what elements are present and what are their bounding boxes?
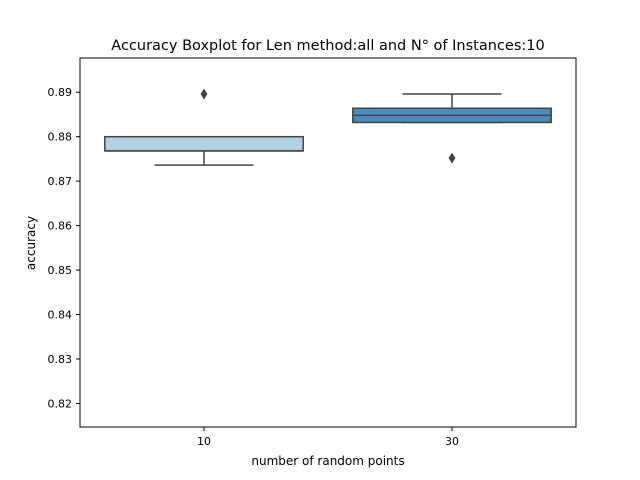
- x-tick-label: 10: [197, 435, 211, 448]
- plot-area: 0.82 0.83 0.84 0.85 0.86 0.87 0.88 0.89 10 30: [48, 86, 552, 448]
- outlier-point: [448, 152, 456, 164]
- y-tick-label: 0.83: [48, 353, 73, 366]
- y-tick-label: 0.89: [48, 86, 73, 99]
- outlier-point: [200, 88, 208, 100]
- chart-title: Accuracy Boxplot for Len method:all and …: [111, 38, 544, 54]
- y-tick-label: 0.88: [48, 131, 73, 144]
- y-tick-label: 0.84: [48, 309, 73, 322]
- y-tick-label: 0.87: [48, 175, 73, 188]
- y-axis-label: accuracy: [24, 216, 38, 270]
- x-axis-label: number of random points: [251, 454, 404, 468]
- plot-frame: [79, 57, 577, 428]
- x-tick-label: 30: [445, 435, 459, 448]
- y-tick-label: 0.86: [48, 220, 73, 233]
- y-tick-label: 0.85: [48, 264, 73, 277]
- y-tick-label: 0.82: [48, 397, 73, 410]
- box-10: [104, 135, 304, 152]
